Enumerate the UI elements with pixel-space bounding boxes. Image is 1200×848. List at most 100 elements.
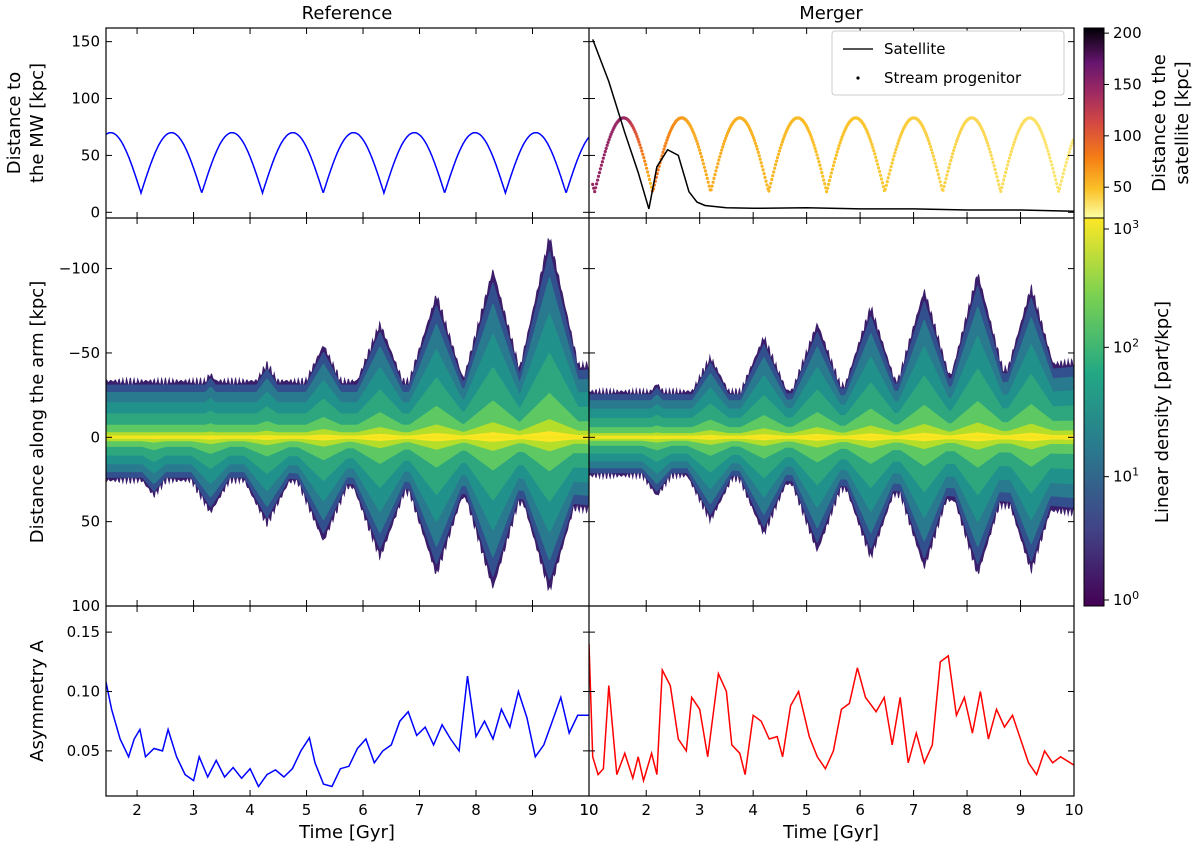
progenitor-dot-432 — [1006, 159, 1011, 164]
progenitor-dot-364 — [941, 188, 945, 192]
progenitor-dot-252 — [833, 157, 837, 161]
progenitor-dot-256 — [837, 144, 841, 148]
progenitor-dot-166 — [750, 133, 755, 137]
progenitor-dot-11 — [601, 156, 605, 160]
progenitor-dot-407 — [982, 133, 987, 137]
progenitor-dot-296 — [876, 162, 880, 166]
progenitor-dot-258 — [839, 138, 843, 142]
progenitor-dot-139 — [724, 134, 729, 138]
ytick-bottom-0: 0.05 — [67, 742, 100, 760]
progenitor-dot-187 — [771, 174, 775, 178]
progenitor-dot-51 — [640, 149, 644, 153]
progenitor-dot-289 — [869, 140, 873, 144]
progenitor-dot-233 — [815, 153, 819, 157]
xtick-reference-1: 3 — [189, 801, 199, 819]
progenitor-dot-292 — [872, 149, 876, 153]
progenitor-dot-260 — [841, 133, 845, 137]
progenitor-dot-127 — [713, 173, 717, 177]
progenitor-dot-286 — [866, 132, 870, 136]
progenitor-dot-237 — [819, 167, 823, 171]
colorbar-density-tick-1: 101 — [1113, 466, 1139, 486]
progenitor-dot-186 — [770, 177, 774, 182]
progenitor-dot-16 — [606, 140, 610, 144]
progenitor-dot-315 — [894, 148, 898, 152]
progenitor-dot-311 — [890, 161, 894, 165]
progenitor-dot-428 — [1003, 174, 1007, 178]
progenitor-dot-125 — [711, 180, 715, 184]
progenitor-dot-486 — [1058, 183, 1063, 187]
ytick-middle-2: 0 — [90, 428, 100, 446]
progenitor-dot-300 — [879, 177, 884, 181]
progenitor-dot-169 — [753, 141, 758, 145]
progenitor-dot-474 — [1047, 152, 1051, 157]
progenitor-dot-60 — [648, 181, 653, 185]
title-merger: Merger — [799, 3, 863, 24]
colorbar-density-tick-3: 103 — [1113, 218, 1139, 238]
progenitor-dot-426 — [1001, 182, 1005, 186]
progenitor-dot-111 — [698, 148, 702, 152]
progenitor-dot-13 — [603, 149, 607, 154]
progenitor-dot-196 — [779, 143, 784, 147]
ytick-bottom-2: 0.15 — [67, 623, 100, 641]
progenitor-dot-124 — [710, 184, 714, 188]
progenitor-dot-184 — [768, 185, 772, 189]
xtick-merger-4: 5 — [802, 801, 812, 819]
progenitor-dot-487 — [1059, 179, 1064, 183]
progenitor-dot-185 — [769, 181, 773, 185]
progenitor-dot-470 — [1043, 140, 1047, 144]
progenitor-dot-131 — [717, 158, 721, 162]
progenitor-dot-190 — [774, 163, 778, 167]
progenitor-dot-419 — [994, 171, 998, 175]
ytick-top-0: 0 — [90, 203, 100, 221]
xtick-merger-3: 4 — [748, 801, 758, 819]
progenitor-dot-375 — [952, 148, 956, 153]
progenitor-dot-416 — [991, 160, 995, 164]
progenitor-dot-249 — [830, 167, 835, 171]
progenitor-dot-347 — [925, 133, 929, 138]
ytick-top-2: 100 — [71, 90, 100, 108]
progenitor-dot-371 — [948, 162, 952, 166]
progenitor-dot-480 — [1053, 174, 1057, 178]
progenitor-dot-362 — [939, 184, 943, 188]
progenitor-dot-376 — [953, 145, 957, 149]
progenitor-dot-110 — [697, 145, 701, 149]
progenitor-dot-293 — [873, 152, 877, 156]
progenitor-dot-349 — [927, 139, 931, 143]
progenitor-dot-437 — [1011, 143, 1016, 147]
progenitor-dot-307 — [886, 176, 890, 180]
progenitor-dot-357 — [934, 165, 939, 169]
progenitor-dot-239 — [821, 174, 825, 178]
title-reference: Reference — [302, 3, 393, 24]
progenitor-dot-411 — [986, 144, 990, 148]
progenitor-dot-192 — [775, 156, 780, 160]
progenitor-dot-14 — [604, 146, 608, 150]
satellite-line — [591, 39, 1074, 212]
legend-satellite: Satellite — [884, 40, 945, 58]
progenitor-dot-134 — [720, 148, 724, 152]
progenitor-dot-130 — [716, 162, 720, 166]
ytick-top-3: 150 — [71, 33, 100, 51]
xlabel-merger: Time [Gyr] — [782, 822, 879, 843]
progenitor-dot-7 — [597, 171, 602, 175]
progenitor-dot-45 — [634, 132, 638, 136]
ytick-top-1: 50 — [81, 146, 100, 164]
progenitor-dot-361 — [938, 180, 942, 184]
progenitor-dot-171 — [755, 147, 759, 151]
progenitor-dot-490 — [1062, 168, 1066, 172]
progenitor-dot-248 — [829, 171, 834, 175]
progenitor-dot-301 — [880, 181, 885, 185]
progenitor-dot-478 — [1051, 166, 1055, 171]
progenitor-dot-235 — [817, 160, 821, 164]
progenitor-dot-410 — [985, 141, 990, 145]
progenitor-dot-78 — [666, 136, 670, 140]
progenitor-dot-380 — [956, 134, 961, 138]
progenitor-dot-498 — [1070, 141, 1074, 145]
xtick-reference-0: 2 — [132, 801, 142, 819]
progenitor-dot-0 — [591, 182, 595, 186]
progenitor-dot-429 — [1004, 170, 1008, 174]
progenitor-dot-259 — [840, 135, 844, 139]
progenitor-dot-438 — [1012, 140, 1016, 144]
progenitor-dot-469 — [1042, 137, 1046, 141]
progenitor-dot-46 — [635, 134, 639, 139]
